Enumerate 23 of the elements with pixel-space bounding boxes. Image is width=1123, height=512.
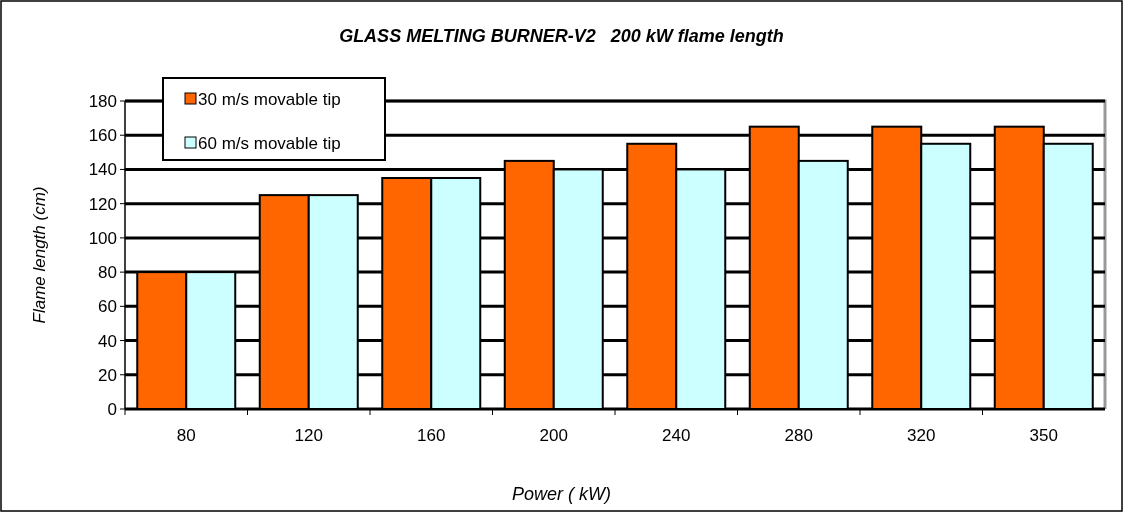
x-tick-label: 280 [784,426,813,445]
x-tick-label: 350 [1029,426,1058,445]
y-tick-label: 140 [88,160,117,180]
y-axis-title: Flame length (cm) [30,186,49,324]
y-tick-label: 40 [98,331,117,351]
legend-label: 30 m/s movable tip [198,89,341,109]
x-tick-label: 80 [176,426,196,445]
y-tick-label: 120 [88,194,117,214]
chart-title: GLASS MELTING BURNER-V2 200 kW flame length [339,26,784,46]
legend-label: 60 m/s movable tip [198,133,341,153]
y-tick-label: 60 [98,297,117,317]
y-tick-label: 0 [107,399,117,419]
x-axis-title: Power ( kW) [512,484,611,504]
x-tick-label: 320 [907,426,936,445]
y-tick-label: 80 [98,263,117,283]
y-tick-label: 160 [88,126,117,146]
x-tick-label: 160 [417,426,446,445]
x-tick-label: 120 [294,426,323,445]
y-tick-label: 20 [98,365,117,385]
x-tick-label: 240 [662,426,691,445]
y-tick-label: 100 [88,228,117,248]
y-tick-label: 180 [88,91,117,111]
x-tick-label: 200 [539,426,568,445]
